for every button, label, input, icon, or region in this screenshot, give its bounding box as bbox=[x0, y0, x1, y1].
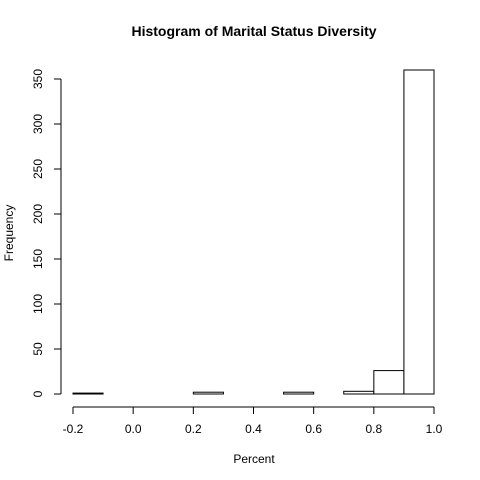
x-tick-label-2: 0.2 bbox=[185, 422, 202, 436]
y-tick-label-5: 250 bbox=[31, 159, 45, 179]
y-tick-label-0: 0 bbox=[31, 390, 45, 397]
x-axis-label: Percent bbox=[233, 452, 275, 466]
x-tick-label-5: 0.8 bbox=[365, 422, 382, 436]
histogram-bar-10 bbox=[373, 370, 405, 395]
histogram-bar-0 bbox=[72, 392, 104, 395]
x-tick-label-4: 0.6 bbox=[305, 422, 322, 436]
y-tick-label-1: 50 bbox=[31, 342, 45, 356]
histogram-bar-7 bbox=[283, 391, 315, 395]
x-tick-label-6: 1.0 bbox=[426, 422, 443, 436]
y-axis: 0 50 100 150 200 250 300 350 bbox=[31, 69, 62, 397]
histogram-bar-4 bbox=[192, 391, 224, 395]
x-axis: -0.2 0.0 0.2 0.4 0.6 0.8 1.0 bbox=[63, 406, 443, 436]
x-tick-label-0: -0.2 bbox=[63, 422, 84, 436]
y-tick-label-7: 350 bbox=[31, 69, 45, 89]
y-tick-label-3: 150 bbox=[31, 249, 45, 269]
histogram-bar-11 bbox=[403, 69, 435, 395]
y-tick-label-4: 200 bbox=[31, 204, 45, 224]
y-axis-label: Frequency bbox=[2, 205, 16, 262]
histogram-bar-9 bbox=[343, 390, 375, 395]
bars-group bbox=[72, 69, 435, 395]
x-tick-label-3: 0.4 bbox=[245, 422, 262, 436]
y-tick-label-2: 100 bbox=[31, 294, 45, 314]
x-tick-label-1: 0.0 bbox=[125, 422, 142, 436]
chart-title: Histogram of Marital Status Diversity bbox=[131, 23, 376, 39]
y-tick-label-6: 300 bbox=[31, 114, 45, 134]
